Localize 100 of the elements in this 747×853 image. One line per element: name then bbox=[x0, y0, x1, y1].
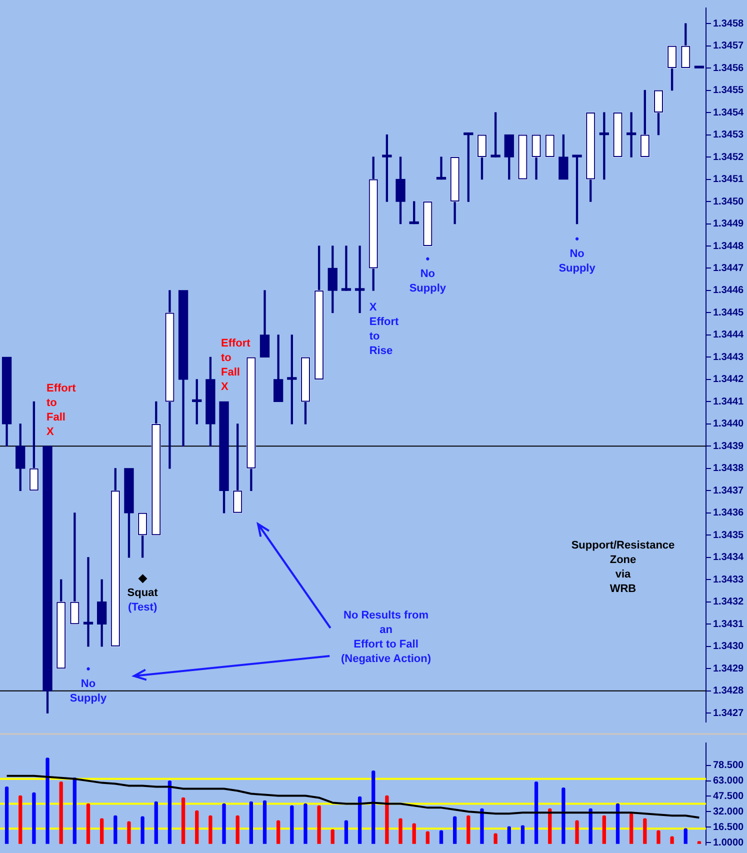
y-tick-label: 1.3455 bbox=[713, 85, 744, 96]
bar bbox=[262, 800, 267, 844]
candlestick bbox=[232, 424, 242, 514]
annotation: Effort to Fall X bbox=[221, 338, 251, 394]
y-tick-label: 1.3437 bbox=[713, 485, 744, 496]
y-tick-label: 1.3456 bbox=[713, 62, 744, 74]
bar bbox=[656, 830, 660, 844]
annotation: No Results from an Effort to Fall (Negative Action) bbox=[340, 610, 432, 666]
annotation: • No Supply bbox=[70, 664, 108, 705]
y-tick-label: 1.3451 bbox=[713, 174, 744, 186]
y-tick-label: 32.000 bbox=[713, 806, 744, 818]
candlestick bbox=[518, 134, 528, 180]
annotation: Effort to Fall X bbox=[46, 382, 76, 438]
bar bbox=[114, 815, 118, 844]
candlestick bbox=[640, 90, 650, 158]
y-tick-label: 1.3441 bbox=[713, 396, 744, 408]
bar bbox=[534, 781, 538, 844]
bar bbox=[127, 821, 131, 844]
annotation: ◆ Squat (Test) bbox=[127, 572, 158, 614]
bar bbox=[304, 803, 308, 844]
y-tick-label: 1.3427 bbox=[713, 708, 744, 719]
bar bbox=[317, 805, 321, 844]
candlestick bbox=[368, 156, 378, 291]
bar bbox=[236, 815, 240, 844]
candlestick bbox=[2, 356, 12, 447]
candlestick bbox=[246, 356, 256, 492]
y-tick-label: 1.3436 bbox=[713, 508, 744, 519]
bar bbox=[588, 808, 592, 844]
y-tick-label: 1.3432 bbox=[713, 596, 744, 608]
y-tick-label: 63.000 bbox=[713, 776, 744, 787]
bar bbox=[480, 808, 484, 844]
y-tick-label: 1.3454 bbox=[713, 107, 744, 118]
bar bbox=[168, 780, 172, 844]
candlestick bbox=[164, 290, 175, 469]
bar bbox=[494, 833, 498, 844]
bar bbox=[562, 787, 566, 844]
y-tick-label: 1.3439 bbox=[713, 440, 744, 452]
candlestick bbox=[124, 468, 134, 558]
bar bbox=[358, 796, 362, 844]
y-tick-label: 16.500 bbox=[713, 822, 744, 833]
candlestick bbox=[70, 512, 80, 624]
bar bbox=[372, 770, 376, 844]
y-tick-label: 1.3442 bbox=[713, 374, 744, 386]
y-tick-label: 1.3447 bbox=[713, 262, 744, 274]
y-tick-label: 1.3428 bbox=[713, 686, 744, 697]
bar bbox=[426, 831, 430, 844]
candlestick bbox=[612, 112, 623, 158]
candlestick bbox=[531, 134, 542, 180]
y-tick-label: 1.3429 bbox=[713, 663, 744, 674]
y-tick-label: 78.500 bbox=[713, 760, 744, 772]
candlestick bbox=[42, 446, 52, 714]
candlestick bbox=[96, 579, 107, 647]
annotation: X Effort to Rise bbox=[369, 302, 400, 358]
annotation: • No Supply bbox=[558, 234, 596, 275]
bar bbox=[249, 801, 254, 844]
bar bbox=[4, 786, 9, 844]
y-tick-label: 1.0000 bbox=[713, 837, 744, 848]
candlestick bbox=[83, 557, 94, 647]
y-tick-label: 1.3438 bbox=[713, 463, 744, 474]
bar bbox=[195, 810, 199, 844]
bar bbox=[276, 820, 280, 844]
bar bbox=[59, 781, 63, 844]
y-tick-label: 1.3444 bbox=[713, 330, 744, 341]
y-tick-label: 1.3457 bbox=[713, 40, 744, 52]
bar bbox=[643, 818, 647, 844]
y-tick-label: 1.3433 bbox=[713, 574, 744, 586]
y-tick-label: 1.3446 bbox=[713, 285, 744, 296]
candlestick bbox=[450, 156, 460, 224]
bar bbox=[466, 815, 470, 844]
candlestick bbox=[300, 356, 310, 424]
candlestick bbox=[354, 246, 365, 314]
candlestick bbox=[586, 112, 596, 202]
y-tick-label: 1.3443 bbox=[713, 352, 744, 363]
candlestick bbox=[422, 201, 433, 246]
candlestick bbox=[436, 156, 446, 180]
y-tick-label: 1.3453 bbox=[713, 130, 744, 141]
y-tick-label: 1.3458 bbox=[713, 18, 744, 30]
bar bbox=[72, 778, 77, 844]
bar bbox=[222, 803, 226, 844]
bar bbox=[575, 820, 579, 844]
y-tick-label: 47.500 bbox=[713, 790, 744, 802]
bar bbox=[208, 815, 212, 844]
bar bbox=[46, 758, 50, 844]
annotation: • No Supply bbox=[409, 254, 447, 295]
bar bbox=[86, 803, 90, 844]
bar bbox=[548, 808, 552, 844]
bar bbox=[181, 797, 186, 844]
candlestick bbox=[314, 246, 324, 380]
candlestick bbox=[178, 290, 188, 447]
y-tick-label: 1.3434 bbox=[713, 552, 744, 564]
bar bbox=[602, 815, 606, 844]
candlestick bbox=[626, 112, 636, 158]
bar bbox=[385, 795, 389, 844]
y-tick-label: 1.3435 bbox=[713, 530, 744, 541]
y-tick-label: 1.3440 bbox=[713, 418, 744, 430]
candlestick bbox=[273, 334, 284, 402]
bar bbox=[684, 828, 688, 844]
candlestick bbox=[110, 468, 120, 647]
annotation: Support/Resistance Zone via WRB bbox=[571, 540, 675, 596]
bar bbox=[18, 795, 22, 844]
